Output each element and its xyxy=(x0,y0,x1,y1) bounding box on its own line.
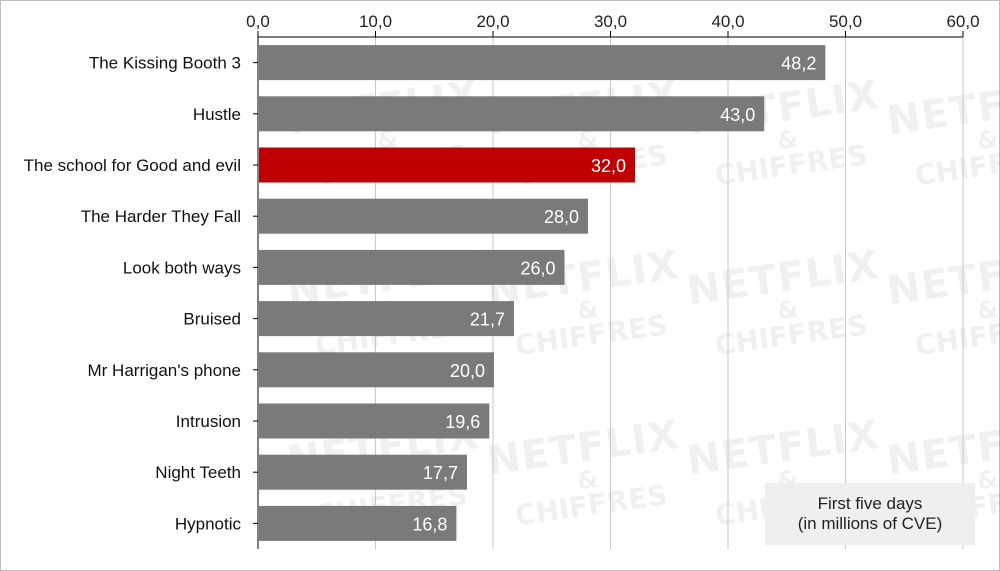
x-tick-label: 10,0 xyxy=(359,12,392,31)
bar xyxy=(259,352,494,388)
value-label: 26,0 xyxy=(520,258,555,278)
chart-note: First five days (in millions of CVE) xyxy=(765,483,975,545)
note-line-2: (in millions of CVE) xyxy=(797,514,943,533)
value-label: 48,2 xyxy=(781,54,816,74)
bar xyxy=(259,454,467,490)
bar xyxy=(259,403,490,439)
value-label: 19,6 xyxy=(445,412,480,432)
category-label: Look both ways xyxy=(123,258,241,277)
value-label: 21,7 xyxy=(470,310,505,330)
category-label: Hypnotic xyxy=(175,514,242,533)
x-tick-label: 20,0 xyxy=(476,12,509,31)
value-label: 16,8 xyxy=(412,514,447,534)
x-tick-label: 40,0 xyxy=(711,12,744,31)
x-tick-label: 50,0 xyxy=(829,12,862,31)
bar xyxy=(259,198,588,234)
bar xyxy=(259,96,765,132)
x-tick-label: 0,0 xyxy=(246,12,270,31)
category-label: The school for Good and evil xyxy=(24,156,241,175)
bar xyxy=(259,505,457,541)
bar xyxy=(259,45,826,81)
category-label: Night Teeth xyxy=(155,463,241,482)
category-label: The Harder They Fall xyxy=(81,207,241,226)
category-label: Hustle xyxy=(193,105,241,124)
value-label: 17,7 xyxy=(423,463,458,483)
x-tick-label: 60,0 xyxy=(946,12,979,31)
category-label: Intrusion xyxy=(176,412,241,431)
x-tick-label: 30,0 xyxy=(594,12,627,31)
bar xyxy=(259,301,514,337)
value-label: 20,0 xyxy=(450,361,485,381)
note-line-1: First five days xyxy=(817,494,923,513)
bar xyxy=(259,147,635,183)
bar xyxy=(259,249,565,285)
value-label: 32,0 xyxy=(591,156,626,176)
category-label: Mr Harrigan's phone xyxy=(88,361,241,380)
category-label: The Kissing Booth 3 xyxy=(89,54,241,73)
category-label: Bruised xyxy=(183,310,241,329)
value-label: 28,0 xyxy=(544,207,579,227)
value-label: 43,0 xyxy=(720,105,755,125)
